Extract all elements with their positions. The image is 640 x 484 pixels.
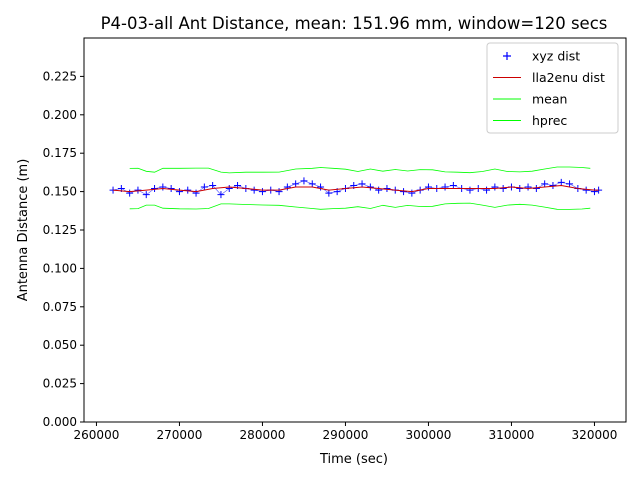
y-tick-label: 0.025 xyxy=(43,377,77,391)
data-point xyxy=(383,185,391,193)
data-point xyxy=(217,191,225,199)
x-tick-label: 280000 xyxy=(240,428,286,442)
legend-item: xyz dist xyxy=(503,49,580,64)
series-mean xyxy=(129,166,591,174)
data-point xyxy=(524,183,532,191)
legend-item: mean xyxy=(493,92,567,107)
data-point xyxy=(449,181,457,189)
legend-label: hprec xyxy=(532,113,567,128)
y-tick-label: 0.200 xyxy=(43,108,77,122)
data-point xyxy=(358,180,366,188)
data-point xyxy=(300,177,308,185)
series-xyz-dist xyxy=(109,177,603,199)
series-line xyxy=(129,202,591,210)
x-tick-label: 270000 xyxy=(157,428,203,442)
data-point xyxy=(209,181,217,189)
data-point xyxy=(466,186,474,194)
y-tick-label: 0.175 xyxy=(43,146,77,160)
data-point xyxy=(516,185,524,193)
y-tick-label: 0.050 xyxy=(43,338,77,352)
data-point xyxy=(134,186,142,194)
data-point xyxy=(325,189,333,197)
legend-item: lla2enu dist xyxy=(493,70,605,85)
data-point xyxy=(566,180,574,188)
data-point xyxy=(582,186,590,194)
data-point xyxy=(424,183,432,191)
y-tick-label: 0.125 xyxy=(43,223,77,237)
x-tick-label: 260000 xyxy=(74,428,120,442)
data-point xyxy=(126,189,134,197)
data-point xyxy=(483,186,491,194)
legend: xyz dist lla2enu dist mean hprec xyxy=(486,42,619,134)
legend-box xyxy=(486,42,619,134)
legend-label: lla2enu dist xyxy=(532,70,605,85)
data-point xyxy=(366,183,374,191)
x-tick-label: 320000 xyxy=(572,428,618,442)
series-line xyxy=(113,184,599,193)
data-point xyxy=(532,185,540,193)
data-point xyxy=(557,178,565,186)
data-point xyxy=(275,188,283,196)
data-point xyxy=(159,183,167,191)
series-hprec xyxy=(129,202,591,210)
legend-label: xyz dist xyxy=(532,49,580,64)
data-point xyxy=(175,188,183,196)
y-tick-label: 0.150 xyxy=(43,185,77,199)
legend-marker xyxy=(503,52,511,60)
data-point xyxy=(258,188,266,196)
data-point xyxy=(200,183,208,191)
y-axis-label: Antenna Distance (m) xyxy=(16,159,31,302)
x-tick-label: 310000 xyxy=(489,428,535,442)
data-point xyxy=(400,188,408,196)
x-axis-label: Time (sec) xyxy=(319,452,388,467)
data-point xyxy=(499,185,507,193)
y-tick-label: 0.100 xyxy=(43,261,77,275)
data-point xyxy=(167,185,175,193)
y-tick-label: 0.000 xyxy=(43,415,77,429)
x-tick-label: 300000 xyxy=(406,428,452,442)
data-point xyxy=(192,189,200,197)
data-point xyxy=(317,183,325,191)
data-point xyxy=(375,186,383,194)
series-line xyxy=(129,166,591,174)
x-tick-label: 290000 xyxy=(323,428,369,442)
data-point xyxy=(549,181,557,189)
legend-item: hprec xyxy=(493,113,567,128)
data-point xyxy=(184,186,192,194)
data-point xyxy=(441,183,449,191)
y-tick-label: 0.075 xyxy=(43,300,77,314)
chart-title: P4-03-all Ant Distance, mean: 151.96 mm,… xyxy=(101,14,608,33)
legend-label: mean xyxy=(532,92,567,107)
data-point xyxy=(541,180,549,188)
series-lla2enu-dist xyxy=(113,184,599,193)
data-point xyxy=(491,183,499,191)
plot-area: 260000 270000 280000 290000 300000 310000 3200… xyxy=(43,37,627,442)
data-point xyxy=(590,188,598,196)
y-tick-label: 0.225 xyxy=(43,69,77,83)
data-point xyxy=(151,185,159,193)
data-point xyxy=(225,185,233,193)
data-point xyxy=(408,189,416,197)
data-point xyxy=(250,186,258,194)
data-point xyxy=(292,180,300,188)
data-point xyxy=(308,180,316,188)
data-point xyxy=(142,191,150,199)
data-point xyxy=(283,183,291,191)
